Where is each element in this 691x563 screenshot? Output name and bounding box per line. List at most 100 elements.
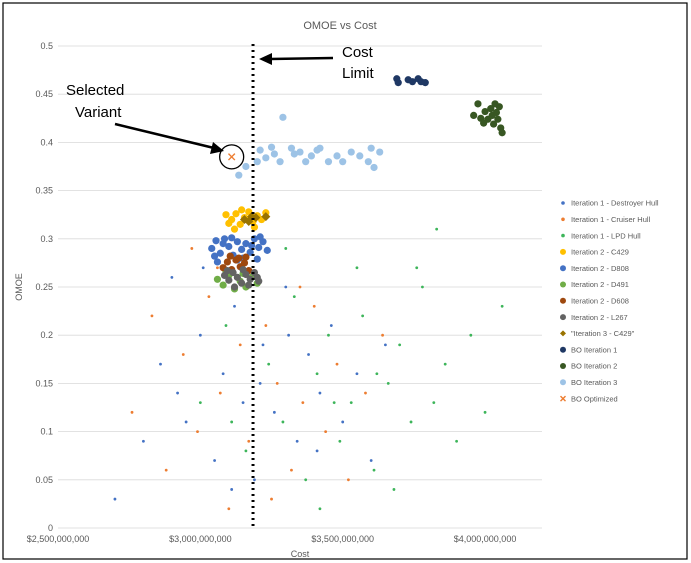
data-point bbox=[212, 237, 220, 245]
data-point bbox=[338, 439, 342, 443]
series-layer bbox=[113, 75, 506, 511]
legend-item-label: "Iteration 3 - C429" bbox=[571, 329, 635, 338]
data-point bbox=[398, 343, 402, 347]
legend-item-label: BO Iteration 2 bbox=[571, 362, 617, 371]
data-point bbox=[233, 304, 236, 308]
data-point bbox=[318, 391, 322, 395]
legend-item-label: Iteration 2 - D808 bbox=[571, 264, 629, 273]
data-point bbox=[210, 252, 219, 260]
data-point bbox=[421, 79, 429, 87]
selected-variant-arrow bbox=[114, 122, 215, 150]
data-point bbox=[302, 158, 310, 166]
data-point bbox=[276, 158, 284, 166]
legend-item-label: Iteration 1 - Cruiser Hull bbox=[571, 215, 651, 224]
data-point bbox=[490, 120, 498, 128]
selected-variant-circle bbox=[219, 144, 245, 170]
legend-item-label: BO Iteration 1 bbox=[571, 345, 617, 354]
data-point bbox=[242, 162, 250, 171]
x-tick-label: $3,500,000,000 bbox=[311, 534, 374, 544]
data-point bbox=[355, 266, 359, 270]
data-point bbox=[198, 401, 202, 405]
data-point bbox=[392, 488, 396, 491]
data-point bbox=[284, 247, 288, 250]
cost-limit-arrowhead bbox=[259, 53, 272, 65]
data-point bbox=[224, 324, 228, 327]
y-tick-label: 0.1 bbox=[40, 427, 53, 437]
data-point bbox=[415, 266, 419, 270]
data-point bbox=[238, 279, 246, 287]
chart-title: OMOE vs Cost bbox=[303, 20, 376, 32]
data-point bbox=[267, 143, 276, 151]
data-point bbox=[230, 420, 234, 424]
data-point bbox=[332, 401, 336, 405]
y-tick-label: 0.3 bbox=[40, 234, 53, 244]
data-point bbox=[230, 283, 239, 291]
data-point bbox=[408, 78, 417, 86]
legend-item-label: Iteration 2 - C429 bbox=[571, 248, 629, 257]
data-point bbox=[270, 497, 273, 501]
data-point bbox=[298, 285, 302, 289]
data-point bbox=[281, 420, 285, 424]
data-point bbox=[295, 439, 299, 443]
data-point bbox=[240, 259, 249, 267]
series-2 bbox=[198, 227, 504, 511]
data-point bbox=[184, 420, 188, 424]
selected-variant-text-line1: Selected bbox=[66, 82, 124, 99]
data-point bbox=[355, 372, 359, 376]
data-point bbox=[324, 430, 328, 433]
data-point bbox=[242, 253, 250, 261]
data-point bbox=[225, 276, 233, 284]
data-point bbox=[170, 275, 174, 279]
data-point bbox=[443, 362, 447, 366]
data-point bbox=[560, 346, 566, 353]
data-point bbox=[272, 410, 276, 414]
data-point bbox=[241, 401, 245, 405]
data-point bbox=[487, 105, 495, 113]
data-point bbox=[238, 206, 246, 214]
data-point bbox=[560, 314, 566, 321]
data-point bbox=[159, 362, 162, 366]
y-tick-label: 0.2 bbox=[40, 330, 53, 340]
data-point bbox=[242, 240, 250, 248]
data-point bbox=[181, 353, 185, 356]
data-point bbox=[560, 281, 566, 288]
data-point bbox=[290, 468, 293, 472]
data-point bbox=[247, 439, 251, 443]
series-8 bbox=[239, 212, 271, 226]
data-point bbox=[364, 158, 372, 166]
selected-variant-text-line2: Variant bbox=[75, 104, 122, 121]
data-point bbox=[341, 420, 345, 424]
data-point bbox=[324, 158, 333, 166]
data-point bbox=[164, 468, 168, 472]
series-11 bbox=[235, 113, 384, 179]
y-tick-label: 0.45 bbox=[35, 89, 53, 99]
data-point bbox=[470, 111, 478, 120]
y-tick-label: 0.5 bbox=[40, 41, 53, 51]
data-point bbox=[262, 154, 270, 162]
data-point bbox=[201, 266, 205, 270]
data-point bbox=[130, 410, 134, 414]
data-point bbox=[432, 401, 436, 405]
data-point bbox=[386, 382, 390, 385]
series-10 bbox=[470, 100, 506, 137]
data-point bbox=[233, 238, 241, 246]
cost-limit-text-line2: Limit bbox=[342, 65, 375, 82]
data-point bbox=[228, 234, 236, 242]
data-point bbox=[253, 255, 261, 263]
data-point bbox=[213, 258, 222, 266]
series-6 bbox=[219, 252, 253, 275]
data-point bbox=[560, 395, 566, 402]
series-1 bbox=[130, 247, 384, 511]
data-point bbox=[223, 258, 231, 266]
data-point bbox=[315, 449, 319, 453]
y-tick-label: 0.05 bbox=[35, 475, 53, 485]
series-0 bbox=[113, 266, 387, 501]
x-tick-label: $4,000,000,000 bbox=[454, 534, 517, 544]
x-axis-label: Cost bbox=[291, 549, 310, 559]
data-point bbox=[236, 220, 244, 228]
data-point bbox=[216, 249, 224, 257]
series-12 bbox=[227, 153, 236, 161]
data-point bbox=[333, 152, 341, 160]
legend-item-label: Iteration 1 - LPD Hull bbox=[571, 231, 641, 240]
